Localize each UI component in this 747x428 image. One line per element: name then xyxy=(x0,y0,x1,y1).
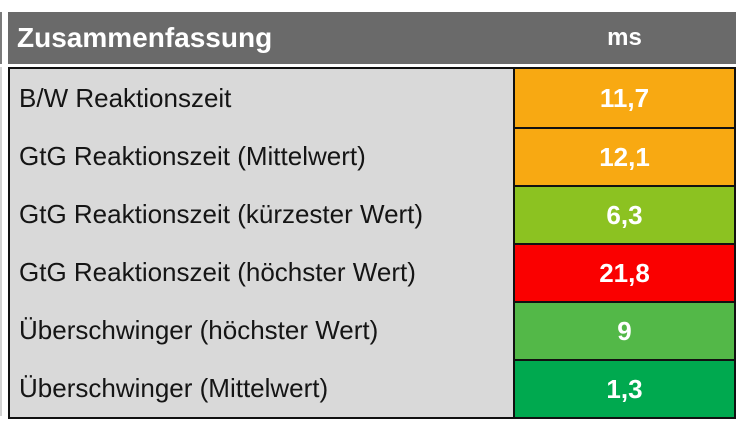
metric-label: Überschwinger (höchster Wert) xyxy=(10,301,513,359)
table-row: Überschwinger (Mittelwert) 1,3 xyxy=(10,359,734,417)
metric-value: 1,3 xyxy=(513,359,734,417)
table-row: GtG Reaktionszeit (kürzester Wert) 6,3 xyxy=(10,185,734,243)
cropped-neighbor-body-sliver xyxy=(0,67,2,416)
metric-value: 21,8 xyxy=(513,243,734,301)
cropped-neighbor-header-sliver xyxy=(0,12,2,64)
metric-value: 12,1 xyxy=(513,127,734,185)
metric-label: B/W Reaktionszeit xyxy=(10,69,513,127)
metric-value: 9 xyxy=(513,301,734,359)
metric-value: 11,7 xyxy=(513,69,734,127)
metric-value: 6,3 xyxy=(513,185,734,243)
table-header-row: Zusammenfassung ms xyxy=(8,12,736,64)
table-title: Zusammenfassung xyxy=(17,22,273,53)
table-row: Überschwinger (höchster Wert) 9 xyxy=(10,301,734,359)
unit-column-header: ms xyxy=(607,24,642,51)
table-row: GtG Reaktionszeit (Mittelwert) 12,1 xyxy=(10,127,734,185)
summary-table: Zusammenfassung ms B/W Reaktionszeit 11,… xyxy=(8,12,736,419)
metric-label: GtG Reaktionszeit (Mittelwert) xyxy=(10,127,513,185)
metric-label: GtG Reaktionszeit (höchster Wert) xyxy=(10,243,513,301)
table-row: B/W Reaktionszeit 11,7 xyxy=(10,69,734,127)
table-row: GtG Reaktionszeit (höchster Wert) 21,8 xyxy=(10,243,734,301)
table-body: B/W Reaktionszeit 11,7 GtG Reaktionszeit… xyxy=(8,67,736,419)
metric-label: GtG Reaktionszeit (kürzester Wert) xyxy=(10,185,513,243)
metric-label: Überschwinger (Mittelwert) xyxy=(10,359,513,417)
